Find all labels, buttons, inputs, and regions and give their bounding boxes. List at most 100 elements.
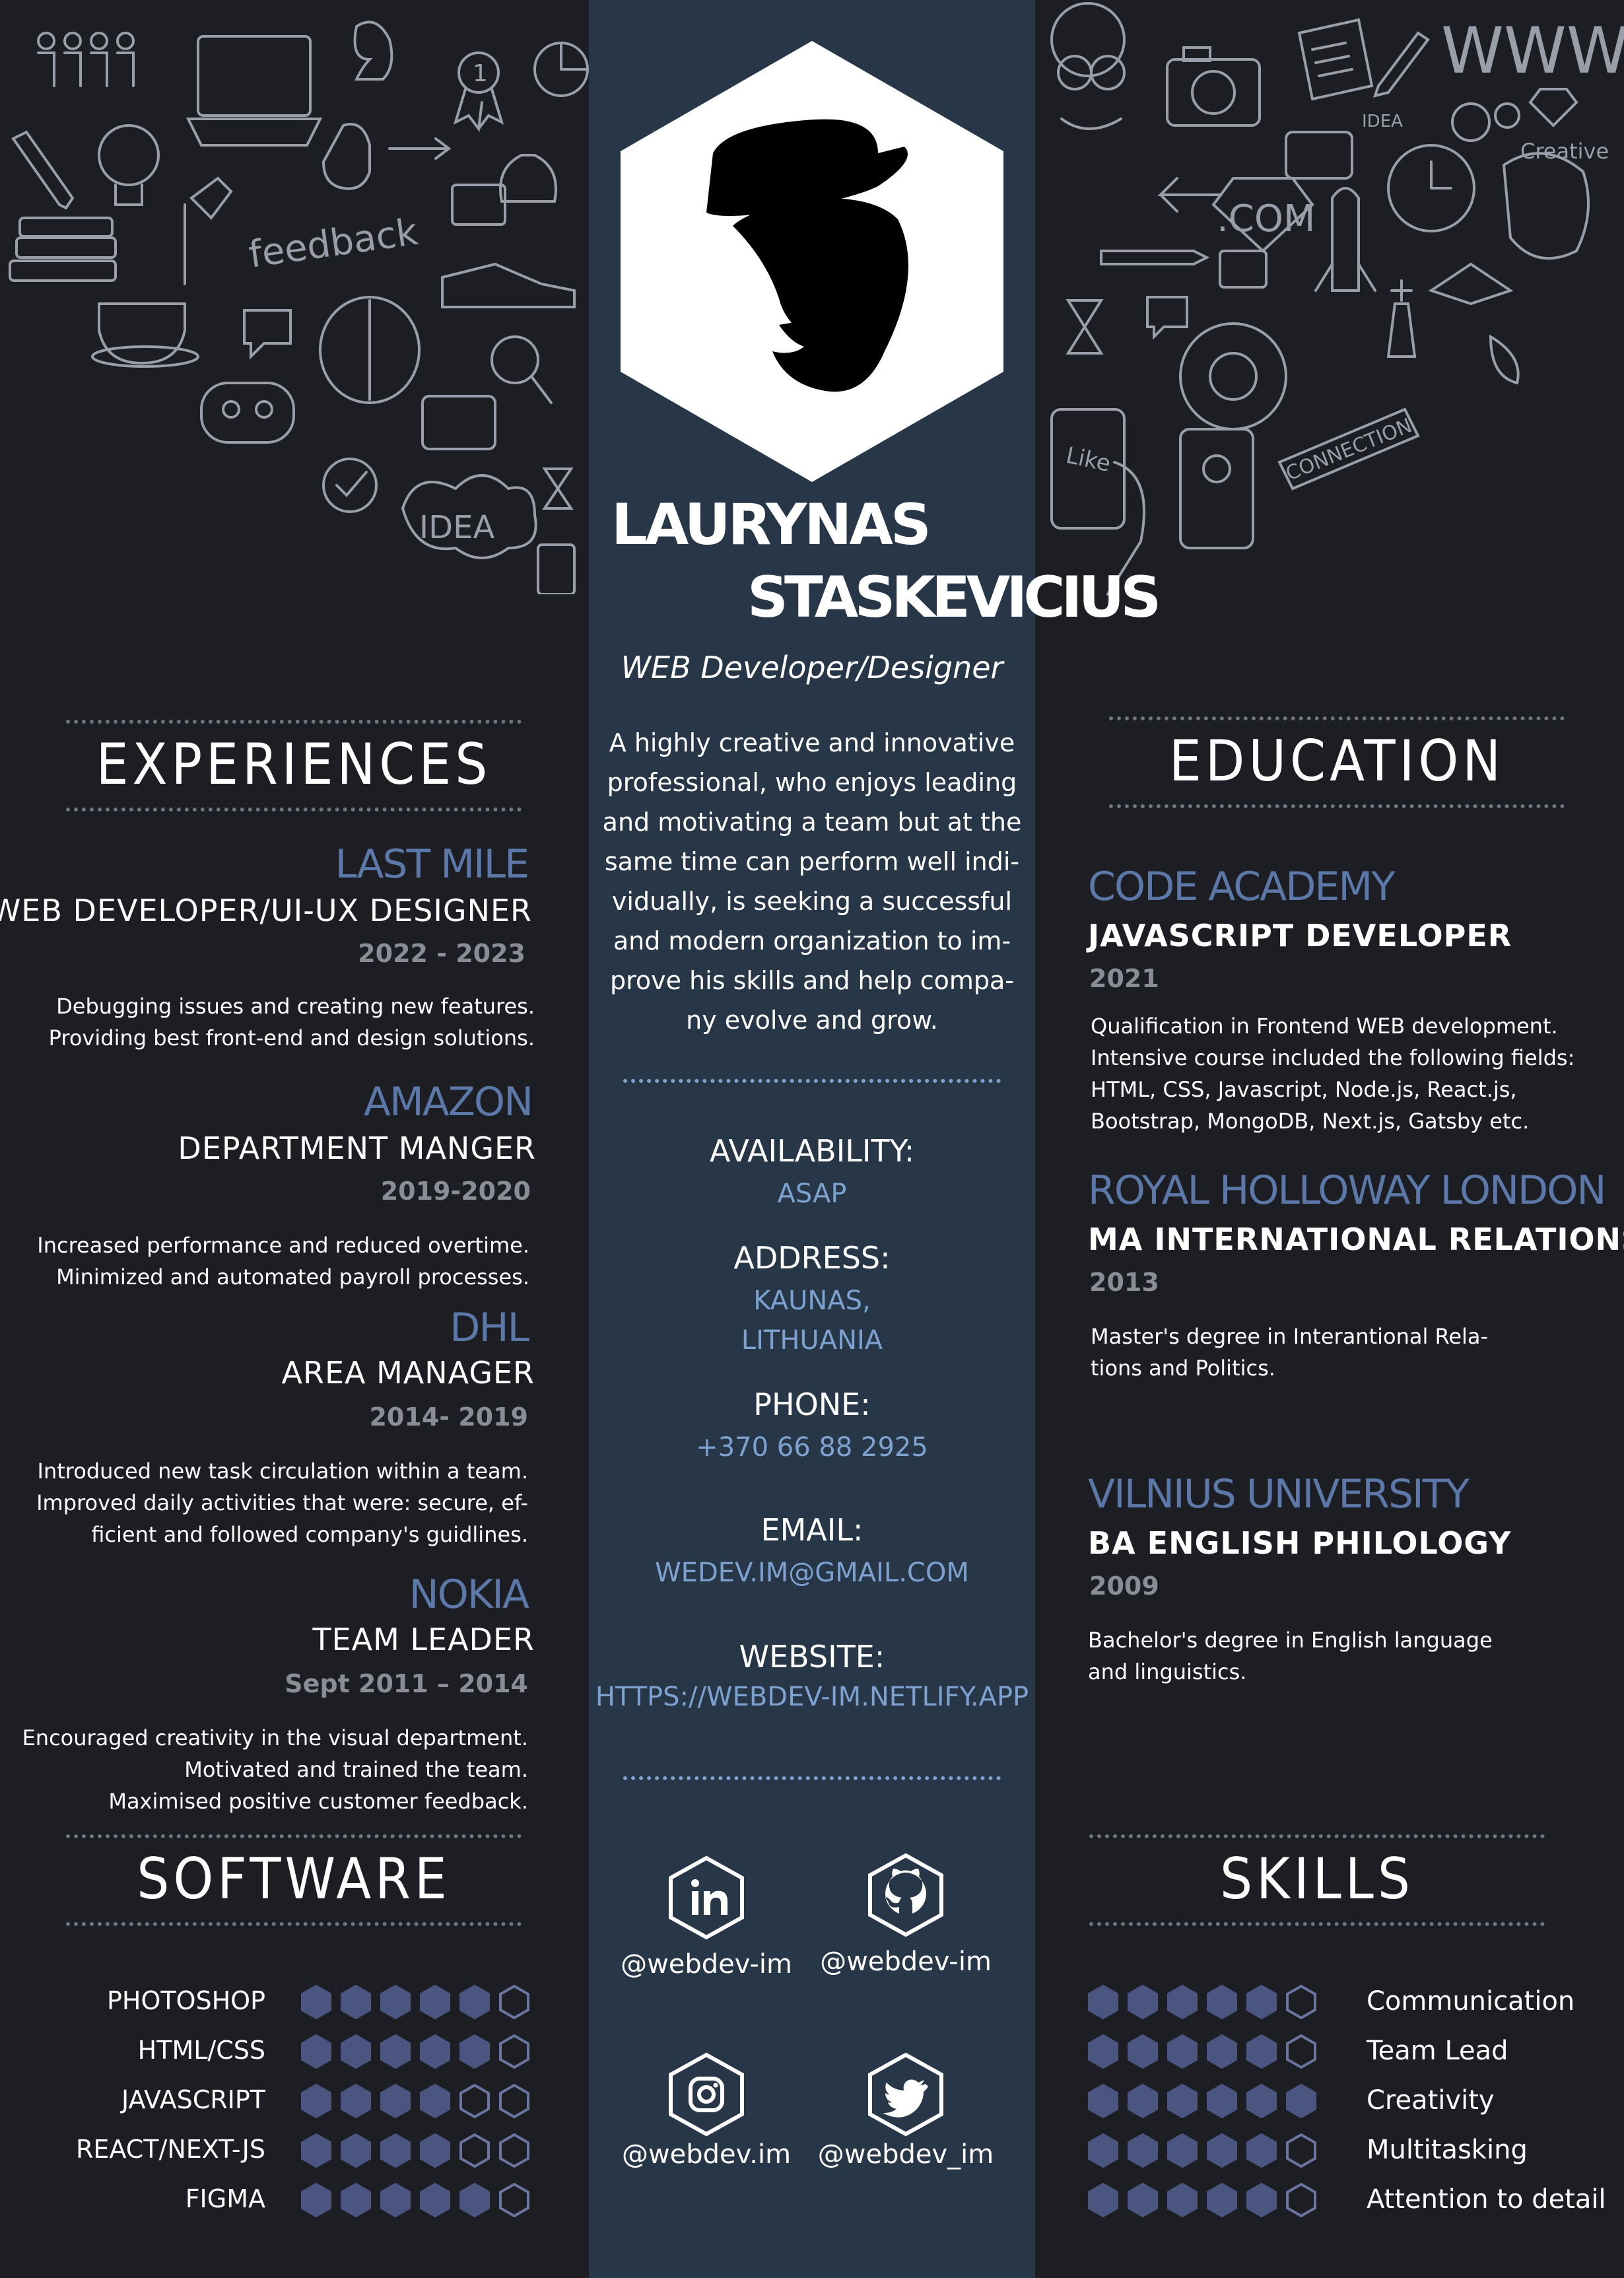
education-degree: MA INTERNATIONAL RELATIONS <box>1088 1222 1624 1257</box>
rating-hex-filled <box>301 2133 331 2168</box>
arrow-left-icon <box>1157 177 1221 213</box>
address-label: ADDRESS: <box>733 1240 891 1276</box>
rating-hex-filled <box>380 2133 411 2168</box>
pen-nib-icon <box>184 176 233 285</box>
camera-icon <box>1166 46 1261 127</box>
experience-years: 2022 - 2023 <box>358 939 525 968</box>
rating-hex-filled <box>341 2034 371 2069</box>
rating-hex-filled <box>1128 2133 1158 2168</box>
education-heading: EDUCATION <box>1168 728 1505 794</box>
skill-name: Creativity <box>1367 2085 1495 2116</box>
education-divider-bottom <box>1109 804 1565 808</box>
checkmark-icon <box>322 458 378 513</box>
rating-hex-filled <box>459 2034 490 2069</box>
chess-king-icon <box>1386 279 1417 358</box>
satellite-dish-icon <box>1489 334 1520 385</box>
education-school: VILNIUS UNIVERSITY <box>1088 1471 1470 1517</box>
rating-hex-empty <box>1286 2133 1316 2168</box>
connection-tag-icon <box>1277 407 1420 491</box>
twitter-icon[interactable] <box>866 2052 945 2137</box>
rating-hex-filled <box>1167 2133 1198 2168</box>
rating-hex-filled <box>1167 2034 1198 2069</box>
phone-value[interactable]: +370 66 88 2925 <box>696 1432 928 1463</box>
creative-face-icon <box>1502 152 1590 260</box>
education-description: Master's degree in Interantional Rela- t… <box>1091 1324 1489 1381</box>
rating-hex-filled <box>1167 2084 1198 2118</box>
address-value: KAUNAS, LITHUANIA <box>741 1286 883 1356</box>
id-card-icon <box>537 543 576 594</box>
linkedin-icon[interactable] <box>667 1855 746 1940</box>
wallet-right-icon <box>1285 131 1353 180</box>
gamepad-icon <box>200 382 295 444</box>
instagram-handle[interactable]: @webdev.im <box>621 2139 792 2170</box>
availability-value: ASAP <box>777 1179 847 1209</box>
rating-hex-filled <box>1167 2183 1198 2217</box>
rating-hex-filled <box>1128 2034 1158 2069</box>
rating-hex-filled <box>1246 2084 1277 2118</box>
skills-divider-top <box>1089 1834 1545 1838</box>
experience-description: Increased performance and reduced overti… <box>37 1233 529 1290</box>
rating-hex-filled <box>1088 2133 1118 2168</box>
doodle-idea-text: IDEA <box>419 509 494 546</box>
education-divider-top <box>1109 716 1565 720</box>
doodle-medal-number: 1 <box>473 60 488 87</box>
education-year: 2009 <box>1089 1571 1159 1601</box>
skill-rating <box>1088 2034 1316 2069</box>
experiences-divider-top <box>66 720 522 724</box>
email-link[interactable]: WEDEV.IM@GMAIL.COM <box>655 1558 969 1588</box>
github-icon[interactable] <box>866 1853 945 1937</box>
availability-label: AVAILABILITY: <box>709 1133 915 1169</box>
software-divider-top <box>66 1834 522 1838</box>
rating-hex-filled <box>1286 2084 1316 2118</box>
lightbulb-icon <box>98 124 160 206</box>
rating-hex-filled <box>1207 1985 1237 2019</box>
pencil-icon <box>11 130 75 210</box>
clock-icon <box>1387 144 1475 232</box>
doodle-creative-text: Creative <box>1520 139 1609 164</box>
education-school: CODE ACADEMY <box>1088 864 1396 910</box>
linkedin-handle[interactable]: @webdev-im <box>621 1949 792 1980</box>
rating-hex-filled <box>380 1985 411 2019</box>
doodle-like-text: Like <box>1064 442 1113 477</box>
rating-hex-empty <box>499 2183 529 2217</box>
rating-hex-filled <box>1088 2084 1118 2118</box>
rating-hex-filled <box>459 2183 490 2217</box>
software-divider-bottom <box>66 1922 522 1926</box>
hourglass-icon <box>542 467 574 510</box>
experience-role: AREA MANAGER <box>281 1355 535 1391</box>
picture-icon <box>451 184 506 226</box>
github-handle[interactable]: @webdev-im <box>820 1947 992 1977</box>
experience-company: AMAZON <box>363 1079 533 1125</box>
rating-hex-filled <box>1207 2133 1237 2168</box>
instagram-icon[interactable] <box>667 2052 746 2137</box>
rating-hex-empty <box>499 1985 529 2019</box>
last-name: STASKEVICIUS <box>747 565 1161 631</box>
doodle-www-text: WWW <box>1441 14 1624 88</box>
experiences-heading: EXPERIENCES <box>96 732 492 798</box>
software-name: REACT/NEXT-JS <box>76 2135 265 2164</box>
software-rating <box>301 1985 529 2019</box>
rating-hex-empty <box>499 2084 529 2118</box>
rating-hex-empty <box>1286 2183 1316 2217</box>
twitter-handle[interactable]: @webdev_im <box>817 2139 994 2170</box>
rating-hex-empty <box>459 2133 490 2168</box>
rating-hex-filled <box>1246 2183 1277 2217</box>
skill-name: Team Lead <box>1367 2036 1508 2066</box>
coffee-cup-icon <box>91 302 199 368</box>
doodle-connection-text: CONNECTION <box>1283 414 1415 485</box>
rating-hex-filled <box>1088 1985 1118 2019</box>
software-rating <box>301 2183 529 2217</box>
website-link[interactable]: HTTPS://WEBDEV-IM.NETLIFY.APP <box>595 1682 1029 1712</box>
education-degree: JAVASCRIPT DEVELOPER <box>1088 918 1512 953</box>
skill-name: Multitasking <box>1367 2135 1528 2165</box>
rating-hex-filled <box>1088 2034 1118 2069</box>
smartphone-icon <box>1179 428 1254 549</box>
job-title: WEB Developer/Designer <box>621 650 1003 685</box>
rating-hex-filled <box>341 2133 371 2168</box>
rating-hex-filled <box>341 1985 371 2019</box>
rating-hex-filled <box>301 2183 331 2217</box>
money-bag-icon <box>499 154 557 203</box>
car-icon <box>441 262 576 308</box>
brain-icon <box>319 296 421 404</box>
doodle-com-text: .COM <box>1217 197 1315 240</box>
